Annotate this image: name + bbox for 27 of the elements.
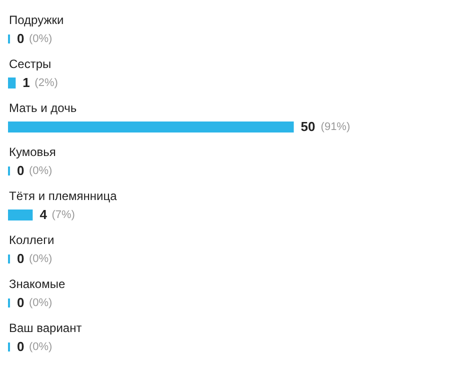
- annotation: (91%): [320, 121, 350, 133]
- data-label: 1: [22, 75, 30, 90]
- y-tick-label: Коллеги: [9, 233, 54, 247]
- data-label: 0: [17, 295, 24, 310]
- data-label: 0: [17, 163, 24, 178]
- y-tick-label: Мать и дочь: [9, 101, 77, 115]
- annotation: (7%): [52, 209, 75, 221]
- y-tick-label: Ваш вариант: [9, 321, 82, 335]
- y-tick-label: Кумовья: [9, 145, 56, 159]
- annotation: (0%): [29, 33, 52, 45]
- bar: [8, 122, 294, 132]
- data-label: 4: [40, 207, 48, 222]
- data-label: 0: [17, 251, 24, 266]
- annotation: (2%): [34, 77, 58, 89]
- bar: [8, 78, 16, 88]
- annotation: (0%): [29, 297, 52, 309]
- data-label: 50: [300, 119, 316, 134]
- annotation: (0%): [29, 341, 52, 353]
- y-tick-label: Сестры: [9, 57, 52, 71]
- bar: [8, 210, 33, 220]
- data-label: 0: [17, 31, 24, 46]
- data-label: 0: [17, 339, 24, 354]
- y-tick-label: Тётя и племянница: [9, 189, 118, 203]
- y-tick-label: Подружки: [9, 13, 64, 27]
- annotation: (0%): [29, 165, 52, 177]
- y-tick-label: Знакомые: [9, 277, 66, 291]
- annotation: (0%): [29, 253, 52, 265]
